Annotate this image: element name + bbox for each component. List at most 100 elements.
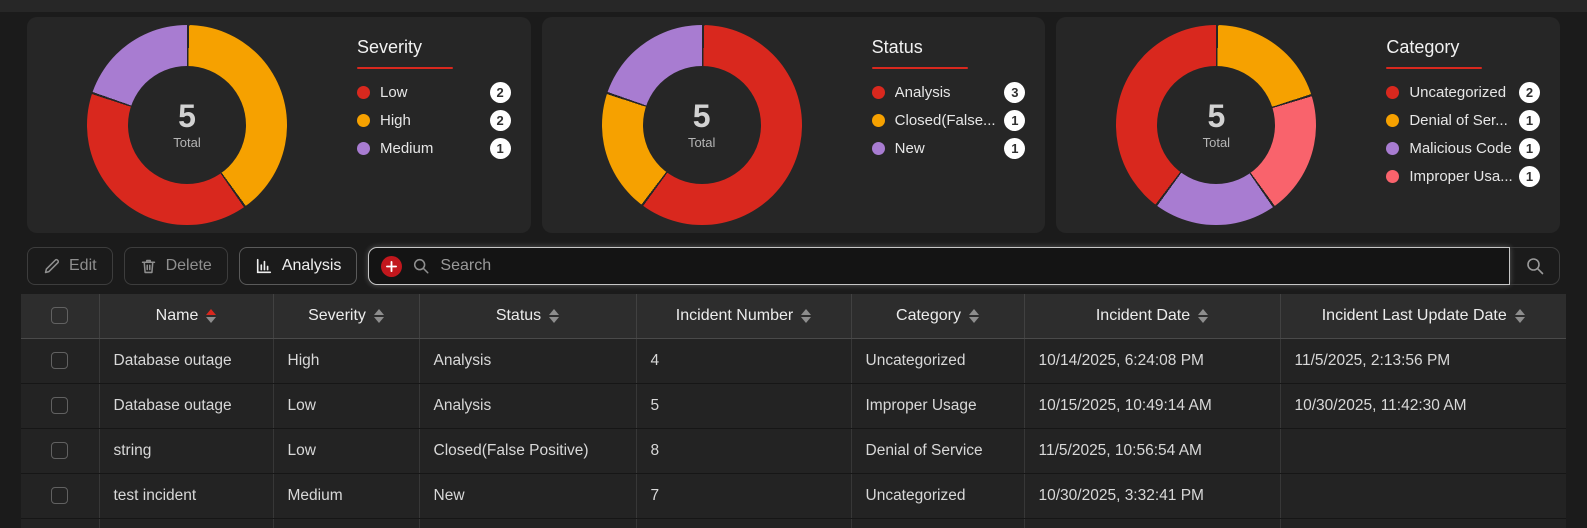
status-chart-card: 5 Total Status Analysis 3 Closed(False... 1 New… [541,17,1046,233]
count-badge: 1 [1519,138,1541,159]
cell: Denial of Service [851,428,1025,474]
table-row[interactable]: Database outage High Analysis 4 Uncategorize… [21,338,1566,384]
legend-item-denial-of-ser[interactable]: Denial of Ser... 1 [1386,110,1541,131]
severity-donut-chart[interactable]: 5 Total [87,25,287,225]
row-checkbox[interactable] [51,441,69,459]
select-all-checkbox[interactable] [51,307,69,325]
donut-total-value: 5 [1207,98,1226,134]
cell: 10/30/2025, 3:32:41 PM [1024,473,1281,519]
legend-item-closed-false[interactable]: Closed(False... 1 [871,110,1026,131]
cell: 10/30/2025, 11:42:30 AM [1280,383,1566,429]
search-icon [414,258,429,274]
table-row[interactable]: Database outage Low Analysis 5 Improper Usag… [21,383,1566,429]
count-badge: 3 [1004,82,1026,103]
cell: Improper Usage [851,383,1025,429]
sort-arrows-icon [1514,308,1525,323]
legend-label: Improper Usa... [1409,168,1513,185]
analysis-button[interactable]: Analysis [238,247,358,285]
legend-label: Malicious Code [1409,140,1512,157]
select-all-header[interactable] [21,294,100,339]
column-header-category[interactable]: Category [851,294,1025,339]
window-top-edge [0,0,1587,12]
table-row[interactable]: string Low Closed(False Positive) 8 Denial o… [21,428,1566,474]
column-label: Incident Last Update Date [1321,306,1507,324]
legend-label: Uncategorized [1409,84,1507,101]
edit-button[interactable]: Edit [27,247,113,285]
column-label: Name [155,306,199,324]
delete-button[interactable]: Delete [123,247,228,285]
legend-label: Closed(False... [894,112,996,129]
legend-item-high[interactable]: High 2 [357,110,511,131]
legend-item-uncategorized[interactable]: Uncategorized 2 [1386,82,1541,103]
cell [1280,473,1566,519]
title-underline [1386,67,1483,69]
column-label: Severity [308,306,366,324]
legend-label: High [380,112,411,129]
count-badge: 1 [1004,138,1026,159]
chart-title: Severity [357,37,423,57]
search-submit-button[interactable] [1510,247,1560,285]
legend-dot-icon [357,114,370,127]
incident-table: Name Severity Status Incident Number Categor… [21,294,1566,528]
legend-item-low[interactable]: Low 2 [357,82,511,103]
legend-dot-icon [1386,114,1400,127]
column-header-severity[interactable]: Severity [273,294,420,339]
cell: Database outage [99,338,274,384]
plus-circle-icon[interactable] [381,255,403,277]
legend-dot-icon [357,142,370,155]
sort-arrows-icon [801,308,812,323]
legend-label: Low [380,84,408,101]
column-header-name[interactable]: Name [99,294,274,339]
cell: 10/15/2025, 10:49:14 AM [1024,383,1281,429]
legend-dot-icon [1386,142,1400,155]
count-badge: 1 [1519,110,1541,131]
bar-chart-icon [256,258,271,274]
legend-label: New [894,140,925,157]
delete-button-label: Delete [165,257,212,274]
cell [1280,428,1566,474]
row-checkbox[interactable] [51,351,69,369]
cell: Database outage [99,383,274,429]
row-checkbox[interactable] [51,486,69,504]
cell: Closed(False Positive) [419,428,637,474]
column-header-status[interactable]: Status [419,294,637,339]
legend-item-new[interactable]: New 1 [871,138,1026,159]
cell: Low [273,428,420,474]
column-header-incident-last-update-date[interactable]: Incident Last Update Date [1280,294,1566,339]
category-legend: Category Uncategorized 2 Denial of Ser... 1 M… [1346,17,1560,194]
count-badge: 1 [1004,110,1026,131]
cell: 11/5/2025, 10:56:54 AM [1024,428,1281,474]
legend-item-medium[interactable]: Medium 1 [357,138,511,159]
search-field[interactable] [368,247,1510,285]
legend-dot-icon [357,86,370,99]
table-row[interactable]: test incident Medium New 7 Uncategorized 10/3… [21,473,1566,519]
table-row-partial [21,518,1566,528]
analysis-button-label: Analysis [281,257,342,274]
count-badge: 2 [489,110,511,131]
category-chart-card: 5 Total Category Uncategorized 2 Denial of Se… [1056,17,1561,233]
row-checkbox[interactable] [51,396,69,414]
column-label: Status [495,306,542,324]
cell: New [419,473,637,519]
donut-total-label: Total [687,135,716,150]
status-legend: Status Analysis 3 Closed(False... 1 New 1 [832,17,1046,166]
severity-legend: Severity Low 2 High 2 Medium 1 [317,17,531,166]
column-header-incident-number[interactable]: Incident Number [636,294,852,339]
status-donut-chart[interactable]: 5 Total [601,25,802,225]
cell: Analysis [419,338,637,384]
legend-dot-icon [1386,170,1400,183]
cell: 5 [636,383,852,429]
cell: High [273,338,420,384]
count-badge: 2 [489,82,511,103]
legend-item-improper-usa[interactable]: Improper Usa... 1 [1386,166,1541,187]
search-input[interactable] [440,257,1497,275]
sort-arrows-icon [968,308,979,323]
legend-dot-icon [871,86,885,99]
column-header-incident-date[interactable]: Incident Date [1024,294,1281,339]
category-donut-chart[interactable]: 5 Total [1116,25,1317,225]
cell: test incident [99,473,274,519]
legend-item-malicious-code[interactable]: Malicious Code 1 [1386,138,1541,159]
edit-button-label: Edit [69,257,97,274]
legend-item-analysis[interactable]: Analysis 3 [871,82,1026,103]
count-badge: 1 [1519,166,1541,187]
